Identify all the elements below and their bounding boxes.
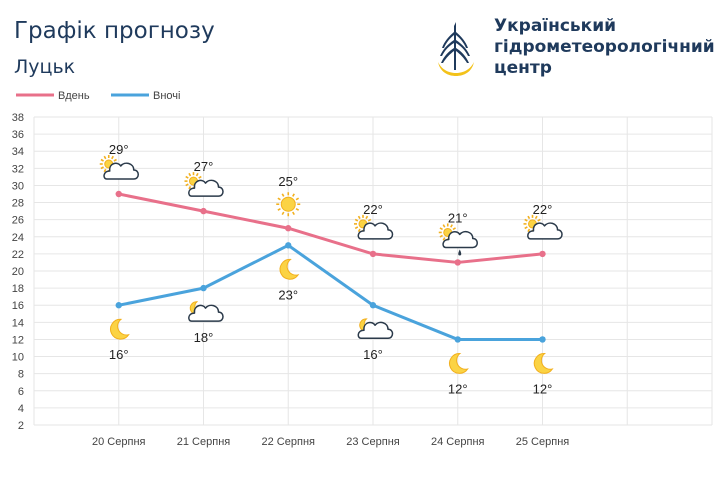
day-temp-label: 22° <box>533 202 553 217</box>
night-temp-label: 12° <box>448 381 468 396</box>
data-point-night <box>539 336 546 343</box>
night-temp-label: 16° <box>363 347 383 362</box>
data-point-day <box>285 225 292 232</box>
data-point-night <box>285 242 292 249</box>
night-temp-label: 12° <box>533 381 553 396</box>
night-temp-label: 18° <box>194 330 214 345</box>
cloud-rain-icon <box>438 223 478 256</box>
series-line-day <box>118 192 543 264</box>
y-tick-label: 32 <box>12 163 24 175</box>
org-line-3: центр <box>494 58 552 78</box>
x-tick-label: 22 Серпня <box>262 436 316 448</box>
moon-cloud-icon <box>357 318 394 339</box>
y-tick-label: 30 <box>12 180 24 192</box>
data-point-night <box>200 284 207 292</box>
legend-label-0: Вдень <box>58 90 90 102</box>
y-tick-label: 18 <box>12 283 24 295</box>
partly-cloudy-icon <box>184 172 224 197</box>
night-temp-label: 23° <box>278 287 298 302</box>
night-temp-label: 16° <box>109 347 129 362</box>
y-tick-label: 20 <box>12 266 24 278</box>
y-tick-label: 6 <box>18 386 24 398</box>
day-temp-label: 25° <box>278 174 298 189</box>
partly-cloudy-icon <box>523 214 563 240</box>
x-tick-label: 25 Серпня <box>516 436 570 448</box>
moon-icon <box>533 353 554 374</box>
data-point-day <box>454 259 461 266</box>
y-tick-label: 4 <box>18 403 24 415</box>
y-tick-label: 14 <box>12 317 24 329</box>
x-tick-label: 23 Серпня <box>346 436 400 448</box>
day-temp-label: 29° <box>109 142 129 157</box>
y-tick-label: 24 <box>12 232 24 244</box>
city-name: Луцьк <box>14 56 76 78</box>
series-line-night <box>118 243 543 341</box>
data-point-night <box>369 302 377 309</box>
data-point-day <box>369 250 377 258</box>
x-tick-label: 24 Серпня <box>431 436 485 448</box>
y-tick-label: 12 <box>12 334 24 346</box>
partly-cloudy-icon <box>354 214 394 240</box>
y-tick-label: 10 <box>12 352 24 364</box>
y-tick-label: 38 <box>12 112 24 124</box>
x-tick-label: 21 Серпня <box>177 436 231 448</box>
organization-name: Український гідрометеорологічний центр <box>494 16 715 79</box>
data-point-night <box>115 302 122 309</box>
org-line-2: гідрометеорологічний <box>494 37 715 57</box>
day-temp-label: 21° <box>448 210 468 225</box>
data-point-day <box>200 207 207 215</box>
legend-label-1: Вночі <box>153 90 180 102</box>
day-temp-label: 27° <box>194 159 214 174</box>
y-tick-label: 2 <box>18 420 24 432</box>
y-tick-label: 36 <box>12 129 24 141</box>
moon-cloud-icon <box>188 301 224 322</box>
partly-cloudy-icon <box>99 155 139 180</box>
data-point-night <box>454 336 461 343</box>
sun-icon <box>276 192 301 217</box>
y-tick-label: 16 <box>12 300 24 312</box>
chart-grid <box>33 116 713 426</box>
moon-icon <box>279 258 300 280</box>
org-line-1: Український <box>494 16 617 36</box>
moon-icon <box>110 318 130 340</box>
x-tick-label: 20 Серпня <box>92 436 146 448</box>
chart-legend: Вдень Вночі <box>16 90 180 102</box>
day-temp-label: 22° <box>363 202 383 217</box>
water-drop-emblem-icon <box>432 18 480 83</box>
moon-icon <box>449 353 469 374</box>
y-tick-label: 22 <box>12 249 24 261</box>
y-tick-label: 26 <box>12 215 24 227</box>
y-tick-label: 34 <box>12 146 24 158</box>
data-point-day <box>115 190 122 198</box>
y-tick-label: 28 <box>12 198 24 210</box>
y-tick-label: 8 <box>18 369 24 381</box>
page-title: Графік прогнозу <box>14 18 215 44</box>
data-point-day <box>539 250 546 258</box>
